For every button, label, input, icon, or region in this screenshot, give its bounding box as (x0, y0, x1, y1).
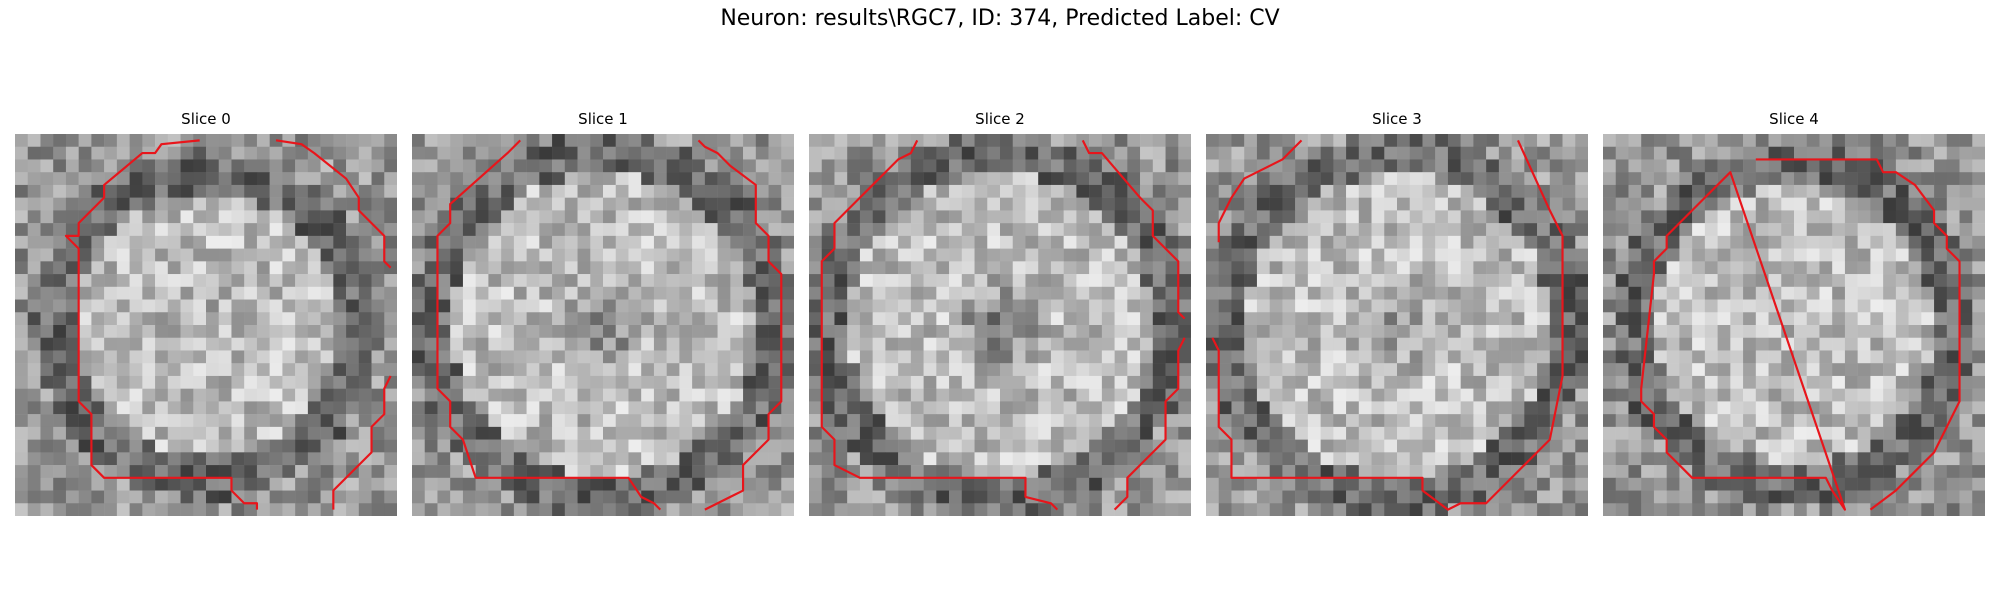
slice-title: Slice 1 (578, 110, 628, 128)
slice-title: Slice 0 (181, 110, 231, 128)
slice-image-3 (1206, 134, 1588, 516)
slice-title: Slice 3 (1372, 110, 1422, 128)
segmentation-contour (64, 139, 392, 510)
slice-panel-4: Slice 4 (1603, 108, 1985, 516)
slice-title: Slice 4 (1769, 110, 1819, 128)
slice-panel-3: Slice 3 (1206, 108, 1588, 516)
segmentation-contour (1640, 158, 1961, 511)
slice-image-4 (1603, 134, 1985, 516)
slice-image-0 (15, 134, 397, 516)
slice-panel-1: Slice 1 (412, 108, 794, 516)
segmentation-contour (436, 139, 783, 511)
slice-panel-2: Slice 2 (809, 108, 1191, 516)
segmentation-contour (1211, 139, 1564, 511)
segmentation-contour (820, 139, 1186, 511)
slice-image-2 (809, 134, 1191, 516)
slice-panel-0: Slice 0 (15, 108, 397, 516)
figure-title: Neuron: results\RGC7, ID: 374, Predicted… (720, 6, 1280, 31)
slice-title: Slice 2 (975, 110, 1025, 128)
slice-image-1 (412, 134, 794, 516)
